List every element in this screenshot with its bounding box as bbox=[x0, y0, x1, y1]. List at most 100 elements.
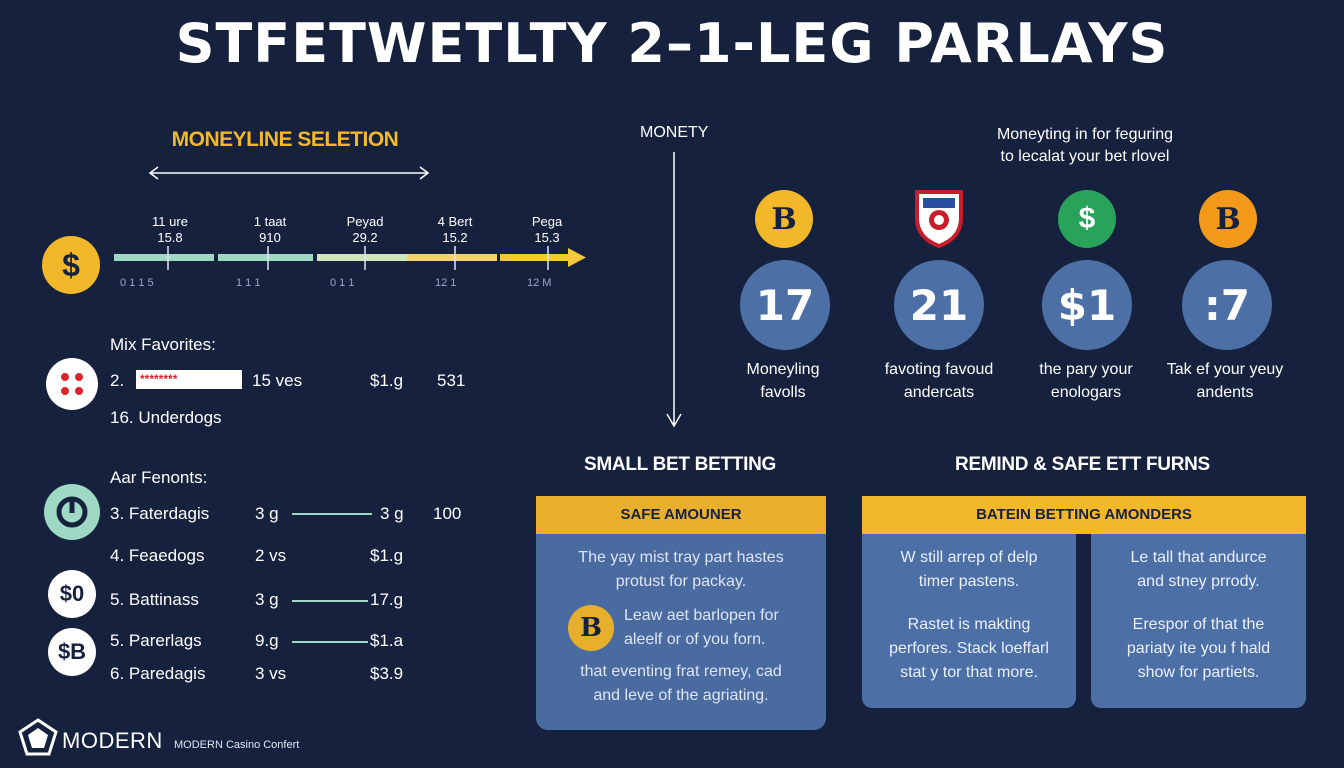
fenonts-row-label: 6. Paredagis bbox=[110, 664, 206, 683]
remind-left-card: W still arrep of delp timer pastens. Ras… bbox=[862, 534, 1076, 708]
favorites-col3: $1.g bbox=[370, 371, 404, 390]
favorites-stars: ******** bbox=[136, 370, 242, 389]
favorites-col2: 15 ves bbox=[252, 371, 303, 390]
stat-number: $1 bbox=[1042, 260, 1132, 350]
divider-arrow bbox=[666, 152, 682, 428]
footer-brand: MODERN bbox=[62, 728, 163, 753]
fenonts-row-c2: 3 g bbox=[380, 504, 404, 523]
remind-right-text: Le tall that andurce and stney prrody. E… bbox=[1091, 546, 1306, 685]
small-bet-text2: Leaw aet barlopen for aleelf or of you f… bbox=[624, 604, 779, 652]
fenonts-row-c1: 3 g bbox=[255, 504, 279, 523]
card-line: pariaty ite you f hald bbox=[1126, 640, 1271, 657]
remind-left-text: W still arrep of delp timer pastens. Ras… bbox=[862, 546, 1076, 685]
card-line: Leaw aet barlopen for bbox=[624, 607, 779, 624]
card-line: and stney prrody. bbox=[1137, 573, 1260, 590]
stat-caption-line: andercats bbox=[903, 384, 975, 401]
stat-caption: favoting favoud andercats bbox=[864, 358, 1014, 404]
bitcoin-icon: B bbox=[755, 190, 813, 248]
row-connector bbox=[292, 513, 372, 515]
stat-number: 17 bbox=[740, 260, 830, 350]
stat-caption: Moneyling favolls bbox=[708, 358, 858, 404]
team-shield-icon bbox=[913, 188, 965, 249]
small-bet-title: SMALL BET BETTING bbox=[584, 454, 776, 475]
timeline-tick: 12 M bbox=[527, 277, 552, 289]
card-line: and leve of the agriating. bbox=[593, 687, 769, 704]
chip-icon: $0 bbox=[48, 570, 96, 618]
fenonts-row-c1: 3 g bbox=[255, 590, 279, 609]
card-line: The yay mist tray part hastes bbox=[578, 549, 784, 566]
timeline-point-value: 15.3 bbox=[534, 230, 560, 245]
card-line: perfores. Stack loeffarl bbox=[889, 640, 1049, 657]
card-line: stat y tor that more. bbox=[900, 664, 1038, 681]
right-intro-line: to lecalat your bet rlovel bbox=[1000, 148, 1170, 165]
stat-caption-line: the pary your bbox=[1039, 361, 1133, 378]
timeline-point-label: 11 ure bbox=[152, 214, 188, 229]
timeline-tick: 0 1 1 5 bbox=[120, 277, 154, 289]
stat-caption: Tak ef your yeuy andents bbox=[1150, 358, 1300, 404]
remind-header-label: BATEIN BETTING AMONDERS bbox=[862, 496, 1306, 534]
divider-label: MONETY bbox=[640, 124, 709, 141]
fenonts-row-c2: $3.9 bbox=[370, 664, 404, 683]
card-line: Le tall that andurce bbox=[1130, 549, 1267, 566]
chip-icon: $B bbox=[48, 628, 96, 676]
moneyline-title: MONEYLINE SELETION bbox=[171, 128, 399, 151]
card-line: aleelf or of you forn. bbox=[624, 631, 766, 648]
timeline-point-value: 910 bbox=[259, 230, 281, 245]
stat-caption: the pary your enologars bbox=[1011, 358, 1161, 404]
dollar-coin-icon: $ bbox=[42, 236, 100, 294]
stat-caption-line: favolls bbox=[760, 384, 806, 401]
timeline-tick: 12 1 bbox=[435, 277, 457, 289]
timeline-point-label: 4 Bert bbox=[437, 214, 473, 229]
timeline-tick: 1 1 1 bbox=[236, 277, 261, 289]
timeline-point: Peyad 29.2 bbox=[320, 214, 410, 246]
right-intro: Moneyting in for feguring to lecalat you… bbox=[940, 124, 1230, 168]
card-line: Erespor of that the bbox=[1132, 616, 1265, 633]
row-connector bbox=[292, 641, 368, 643]
small-bet-card: SAFE AMOUNER The yay mist tray part hast… bbox=[536, 496, 826, 730]
stat-caption-line: andents bbox=[1196, 384, 1254, 401]
timeline-point-value: 15.2 bbox=[442, 230, 468, 245]
fenonts-row-c2: $1.g bbox=[370, 546, 404, 565]
stat-caption-line: enologars bbox=[1050, 384, 1122, 401]
card-line: Rastet is makting bbox=[907, 616, 1031, 633]
card-line: W still arrep of delp bbox=[900, 549, 1038, 566]
favorites-row-number: 2. bbox=[110, 371, 125, 390]
timeline-point: Pega 15.3 bbox=[502, 214, 592, 246]
footer-subtitle: MODERN Casino Confert bbox=[174, 739, 300, 751]
timeline-bar bbox=[114, 246, 586, 270]
remind-right-card: Le tall that andurce and stney prrody. E… bbox=[1091, 534, 1306, 708]
small-bet-text3: that eventing frat remey, cad and leve o… bbox=[536, 660, 826, 708]
fenonts-row-c3: 100 bbox=[433, 504, 462, 523]
fenonts-row-c1: 9.g bbox=[255, 631, 279, 650]
fenonts-row-c2: 17.g bbox=[370, 590, 404, 609]
small-bet-coin-row: B Leaw aet barlopen for aleelf or of you… bbox=[536, 604, 826, 652]
fenonts-row-c2: $1.a bbox=[370, 631, 404, 650]
dollar-icon: $ bbox=[1058, 190, 1116, 248]
small-bet-header: SAFE AMOUNER bbox=[536, 496, 826, 534]
card-line: that eventing frat remey, cad bbox=[580, 663, 782, 680]
stat-number: 21 bbox=[894, 260, 984, 350]
fenonts-row-label: 5. Battinass bbox=[110, 590, 199, 609]
power-icon bbox=[44, 484, 100, 540]
timeline-point-label: Pega bbox=[531, 214, 563, 229]
remind-header: BATEIN BETTING AMONDERS bbox=[862, 496, 1306, 534]
timeline-tick: 0 1 1 bbox=[330, 277, 355, 289]
favorites-col4: 531 bbox=[437, 371, 466, 390]
remind-title: REMIND & SAFE ETT FURNS bbox=[955, 454, 1210, 475]
stat-caption-line: favoting favoud bbox=[884, 361, 994, 378]
fenonts-row-label: 5. Parerlags bbox=[110, 631, 202, 650]
card-line: timer pastens. bbox=[918, 573, 1020, 590]
stat-caption-line: Moneyling bbox=[746, 361, 820, 378]
fenonts-row-label: 3. Faterdagis bbox=[110, 504, 210, 523]
fenonts-row-c1: 2 vs bbox=[255, 546, 287, 565]
timeline-point: 11 ure 15.8 bbox=[125, 214, 215, 246]
fenonts-row-label: 4. Feaedogs bbox=[110, 546, 205, 565]
range-arrow bbox=[148, 166, 430, 180]
favorites-heading: Mix Favorites: bbox=[110, 335, 216, 354]
right-intro-line: Moneyting in for feguring bbox=[996, 126, 1174, 143]
timeline-point: 4 Bert 15.2 bbox=[410, 214, 500, 246]
logo-icon bbox=[18, 718, 58, 758]
card-line: show for partiets. bbox=[1137, 664, 1260, 681]
page-title: STFETWETLTY 2–1-LEG PARLAYS bbox=[175, 12, 1169, 75]
underdogs-row: 16. Underdogs bbox=[110, 408, 222, 427]
